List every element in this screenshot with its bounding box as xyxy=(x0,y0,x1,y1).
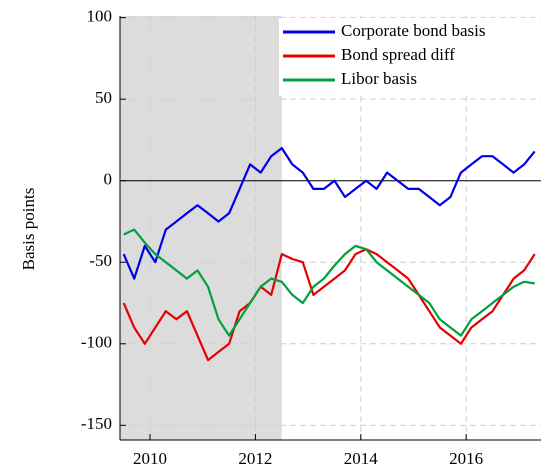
y-tick-label: -100 xyxy=(81,333,112,352)
y-tick-label: 50 xyxy=(95,88,112,107)
y-tick-label: 100 xyxy=(87,7,113,26)
legend-label: Bond spread diff xyxy=(341,45,455,64)
x-tick-label: 2014 xyxy=(344,449,379,468)
y-axis-label: Basis points xyxy=(19,188,38,271)
legend-label: Libor basis xyxy=(341,69,417,88)
legend-label: Corporate bond basis xyxy=(341,21,485,40)
x-tick-label: 2012 xyxy=(238,449,272,468)
y-tick-label: 0 xyxy=(104,170,113,189)
y-tick-label: -150 xyxy=(81,414,112,433)
series-line xyxy=(123,228,535,337)
legend: Corporate bond basis Bond spread diff Libo… xyxy=(279,18,541,96)
series-line xyxy=(122,147,536,280)
series-line xyxy=(122,248,536,362)
x-tick-label: 2016 xyxy=(449,449,483,468)
y-tick-label: -50 xyxy=(89,251,112,270)
shaded-span xyxy=(120,16,282,440)
x-tick-label: 2010 xyxy=(133,449,167,468)
